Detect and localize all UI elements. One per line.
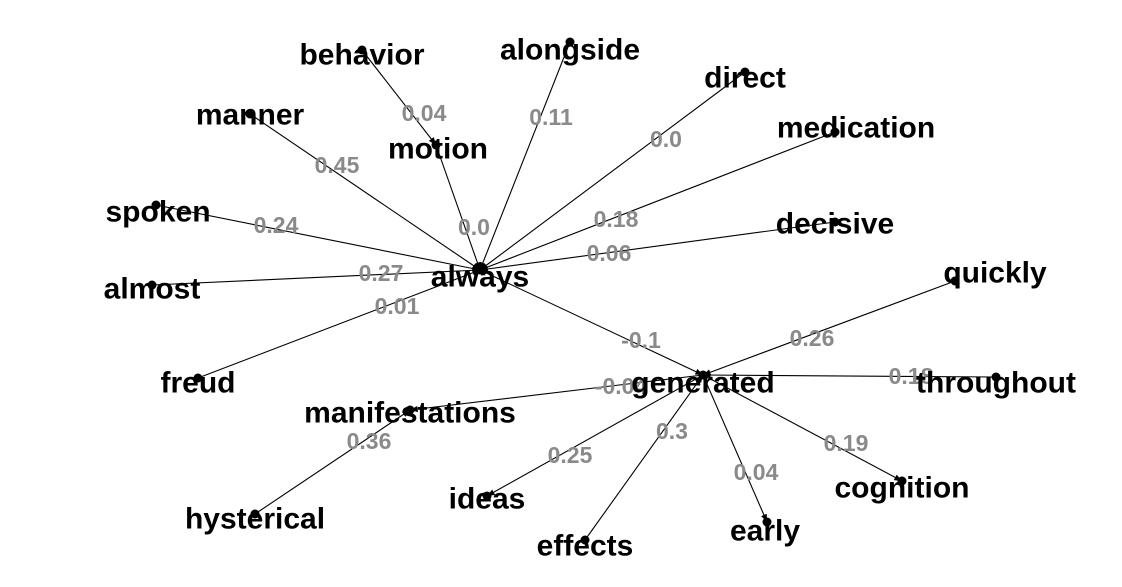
edge-weight-label: 0.3 xyxy=(656,418,688,444)
node-dot-medication xyxy=(830,127,840,137)
edge-weight-label: 0.11 xyxy=(529,104,573,130)
edge-generated-to-cognition xyxy=(702,374,903,482)
node-label-alongside: alongside xyxy=(500,34,640,67)
node-label-quickly: quickly xyxy=(943,257,1047,290)
node-label-almost: almost xyxy=(104,273,201,306)
node-dot-ideas xyxy=(482,491,492,501)
edge-alongside-to-always xyxy=(479,41,571,271)
node-label-behavior: behavior xyxy=(299,39,424,72)
edge-decisive-to-always xyxy=(479,221,836,273)
node-dot-direct xyxy=(740,67,750,77)
edge-weight-label: 0.25 xyxy=(548,442,593,468)
edge-weight-label: 0.06 xyxy=(587,240,632,266)
node-dot-early xyxy=(762,517,772,527)
node-dot-always xyxy=(475,265,485,275)
edge-weight-label: 0.24 xyxy=(254,212,299,238)
node-dot-effects xyxy=(580,535,590,545)
edge-quickly-to-generated xyxy=(702,280,956,376)
node-label-motion: motion xyxy=(388,133,488,166)
node-dot-almost xyxy=(147,280,157,290)
edge-weight-label: 0.18 xyxy=(889,363,934,389)
node-dot-freud xyxy=(193,373,203,383)
node-dots-layer xyxy=(147,37,1001,545)
node-dot-alongside xyxy=(565,37,575,47)
edge-weight-label: 0.19 xyxy=(824,430,869,456)
edge-weight-label: -0.04 xyxy=(595,373,648,399)
edge-generated-to-early xyxy=(702,374,768,523)
node-dot-quickly xyxy=(950,276,960,286)
edge-direct-to-always xyxy=(479,71,746,271)
node-dot-throughout xyxy=(991,372,1001,382)
edge-weight-label: 0.04 xyxy=(402,100,447,126)
edge-motion-to-always xyxy=(435,144,481,271)
edge-medication-to-always xyxy=(479,131,836,271)
node-dot-manifestations xyxy=(405,405,415,415)
node-label-manifestations: manifestations xyxy=(304,397,516,430)
edge-weight-label: 0.04 xyxy=(734,459,779,485)
node-labels-layer: always generated behavior alongside direct ma… xyxy=(104,34,1076,563)
edge-weight-label: 0.0 xyxy=(458,214,490,240)
node-dot-motion xyxy=(431,140,441,150)
node-label-medication: medication xyxy=(777,112,935,145)
node-label-always: always xyxy=(431,261,529,294)
edge-throughout-to-generated xyxy=(702,371,997,379)
edge-effects-to-generated xyxy=(584,374,704,541)
node-label-manner: manner xyxy=(196,99,305,132)
node-label-ideas: ideas xyxy=(449,483,526,516)
node-dot-manner xyxy=(245,109,255,119)
node-label-cognition: cognition xyxy=(835,472,970,505)
node-dot-hysterical xyxy=(250,509,260,519)
edge-weight-label: 0.26 xyxy=(790,325,835,351)
node-label-freud: freud xyxy=(161,367,236,400)
edge-weight-label: 0.36 xyxy=(347,428,392,454)
edge-always-to-generated xyxy=(479,269,704,376)
edge-freud-to-always xyxy=(197,269,481,379)
edge-weight-label: 0.01 xyxy=(375,293,420,319)
edge-manner-to-always xyxy=(249,113,481,271)
edge-weight-label: 0.27 xyxy=(359,260,404,286)
node-label-hysterical: hysterical xyxy=(185,503,325,536)
edge-labels-layer: 0.04 0.45 0.11 0.0 0.0 0.18 0.24 0.06 0.27 0.01 -0… xyxy=(254,100,934,485)
node-label-throughout: throughout xyxy=(916,367,1076,400)
node-dot-generated xyxy=(698,370,708,380)
node-label-direct: direct xyxy=(704,62,786,95)
edge-almost-to-always xyxy=(151,267,481,286)
node-label-early: early xyxy=(730,515,800,548)
node-label-spoken: spoken xyxy=(105,196,210,229)
edge-weight-label: 0.0 xyxy=(650,126,682,152)
edge-behavior-to-motion xyxy=(361,49,437,146)
node-label-effects: effects xyxy=(537,530,634,563)
node-label-decisive: decisive xyxy=(776,208,894,241)
node-dot-decisive xyxy=(830,217,840,227)
node-label-generated: generated xyxy=(631,367,774,400)
edge-weight-label: 0.45 xyxy=(315,152,360,178)
edges-layer xyxy=(151,41,997,541)
edge-hysterical-to-manifestations xyxy=(254,409,411,515)
node-dot-cognition xyxy=(897,476,907,486)
edge-weight-label: -0.1 xyxy=(621,327,661,353)
edge-generated-to-manifestations xyxy=(409,374,704,413)
node-dot-behavior xyxy=(357,45,367,55)
edge-weight-label: 0.18 xyxy=(594,206,639,232)
node-dot-spoken xyxy=(151,200,161,210)
edge-spoken-to-always xyxy=(155,204,481,272)
edge-generated-to-ideas xyxy=(486,374,704,497)
